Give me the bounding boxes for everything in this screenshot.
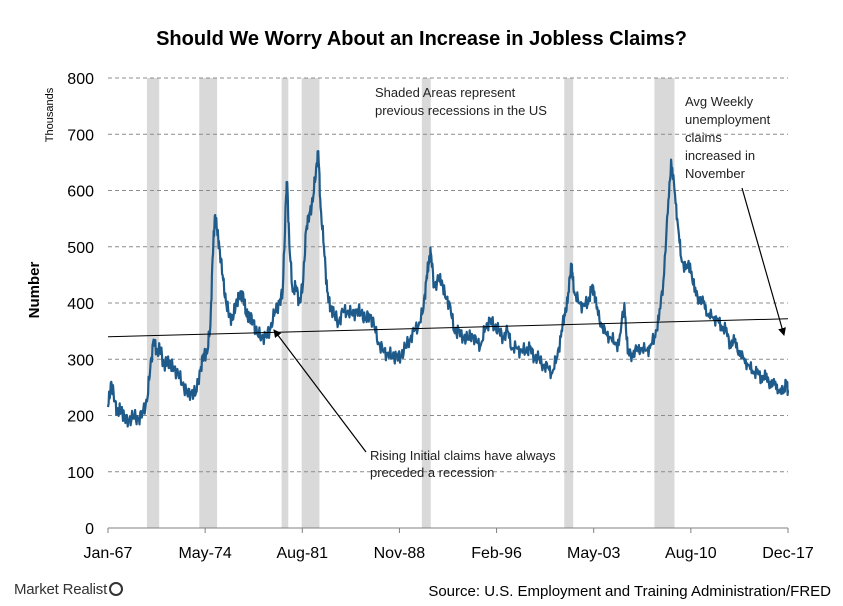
brand-name: Market Realist: [14, 581, 108, 598]
recession-band: [564, 78, 574, 528]
annotations: Shaded Areas represent previous recession…: [273, 85, 786, 480]
y-tick-label: 400: [67, 296, 94, 313]
chart-title: Should We Worry About an Increase in Job…: [156, 28, 687, 50]
series-line: [106, 150, 790, 428]
brand-logo: Market Realist: [14, 580, 124, 598]
annotation-text: preceded a recession: [370, 465, 494, 480]
trendline: [107, 318, 789, 338]
axes: 0 100 200 300 400 500 600 700 800 Jan-67 May-74 Aug…: [67, 71, 814, 562]
x-tick-label: Nov-88: [374, 545, 426, 562]
annotation-text: Rising Initial claims have always: [370, 448, 556, 463]
y-axis-label: Number: [26, 262, 43, 319]
y-tick-label: 200: [67, 409, 94, 426]
x-tick-label: May-03: [567, 545, 620, 562]
y-axis-unit: Thousands: [44, 87, 56, 142]
annotation-text: claims: [685, 130, 722, 145]
y-tick-label: 100: [67, 465, 94, 482]
annotation-text: November: [685, 166, 746, 181]
annotation-text: increased in: [685, 148, 755, 163]
magnifier-icon: [109, 582, 124, 596]
series: [106, 150, 790, 428]
y-tick-label: 300: [67, 352, 94, 369]
y-tick-label: 600: [67, 184, 94, 201]
x-tick-label: Aug-10: [665, 545, 717, 562]
x-tick-label: Jan-67: [84, 545, 133, 562]
x-tick-label: Feb-96: [471, 545, 522, 562]
annotation-text: previous recessions in the US: [375, 103, 547, 118]
y-tick-label: 700: [67, 127, 94, 144]
y-tick-label: 0: [85, 521, 94, 538]
annotation-text: Shaded Areas represent: [375, 85, 516, 100]
y-tick-label: 800: [67, 71, 94, 88]
annotation-text: unemployment: [685, 112, 771, 127]
x-tick-label: May-74: [178, 545, 231, 562]
source-note: Source: U.S. Employment and Training Adm…: [428, 583, 831, 600]
y-tick-label: 500: [67, 240, 94, 257]
x-tick-label: Aug-81: [276, 545, 328, 562]
x-tick-label: Dec-17: [762, 545, 814, 562]
annotation-text: Avg Weekly: [685, 94, 754, 109]
annotation-arrow: [741, 187, 786, 336]
annotation-arrow: [273, 329, 367, 453]
